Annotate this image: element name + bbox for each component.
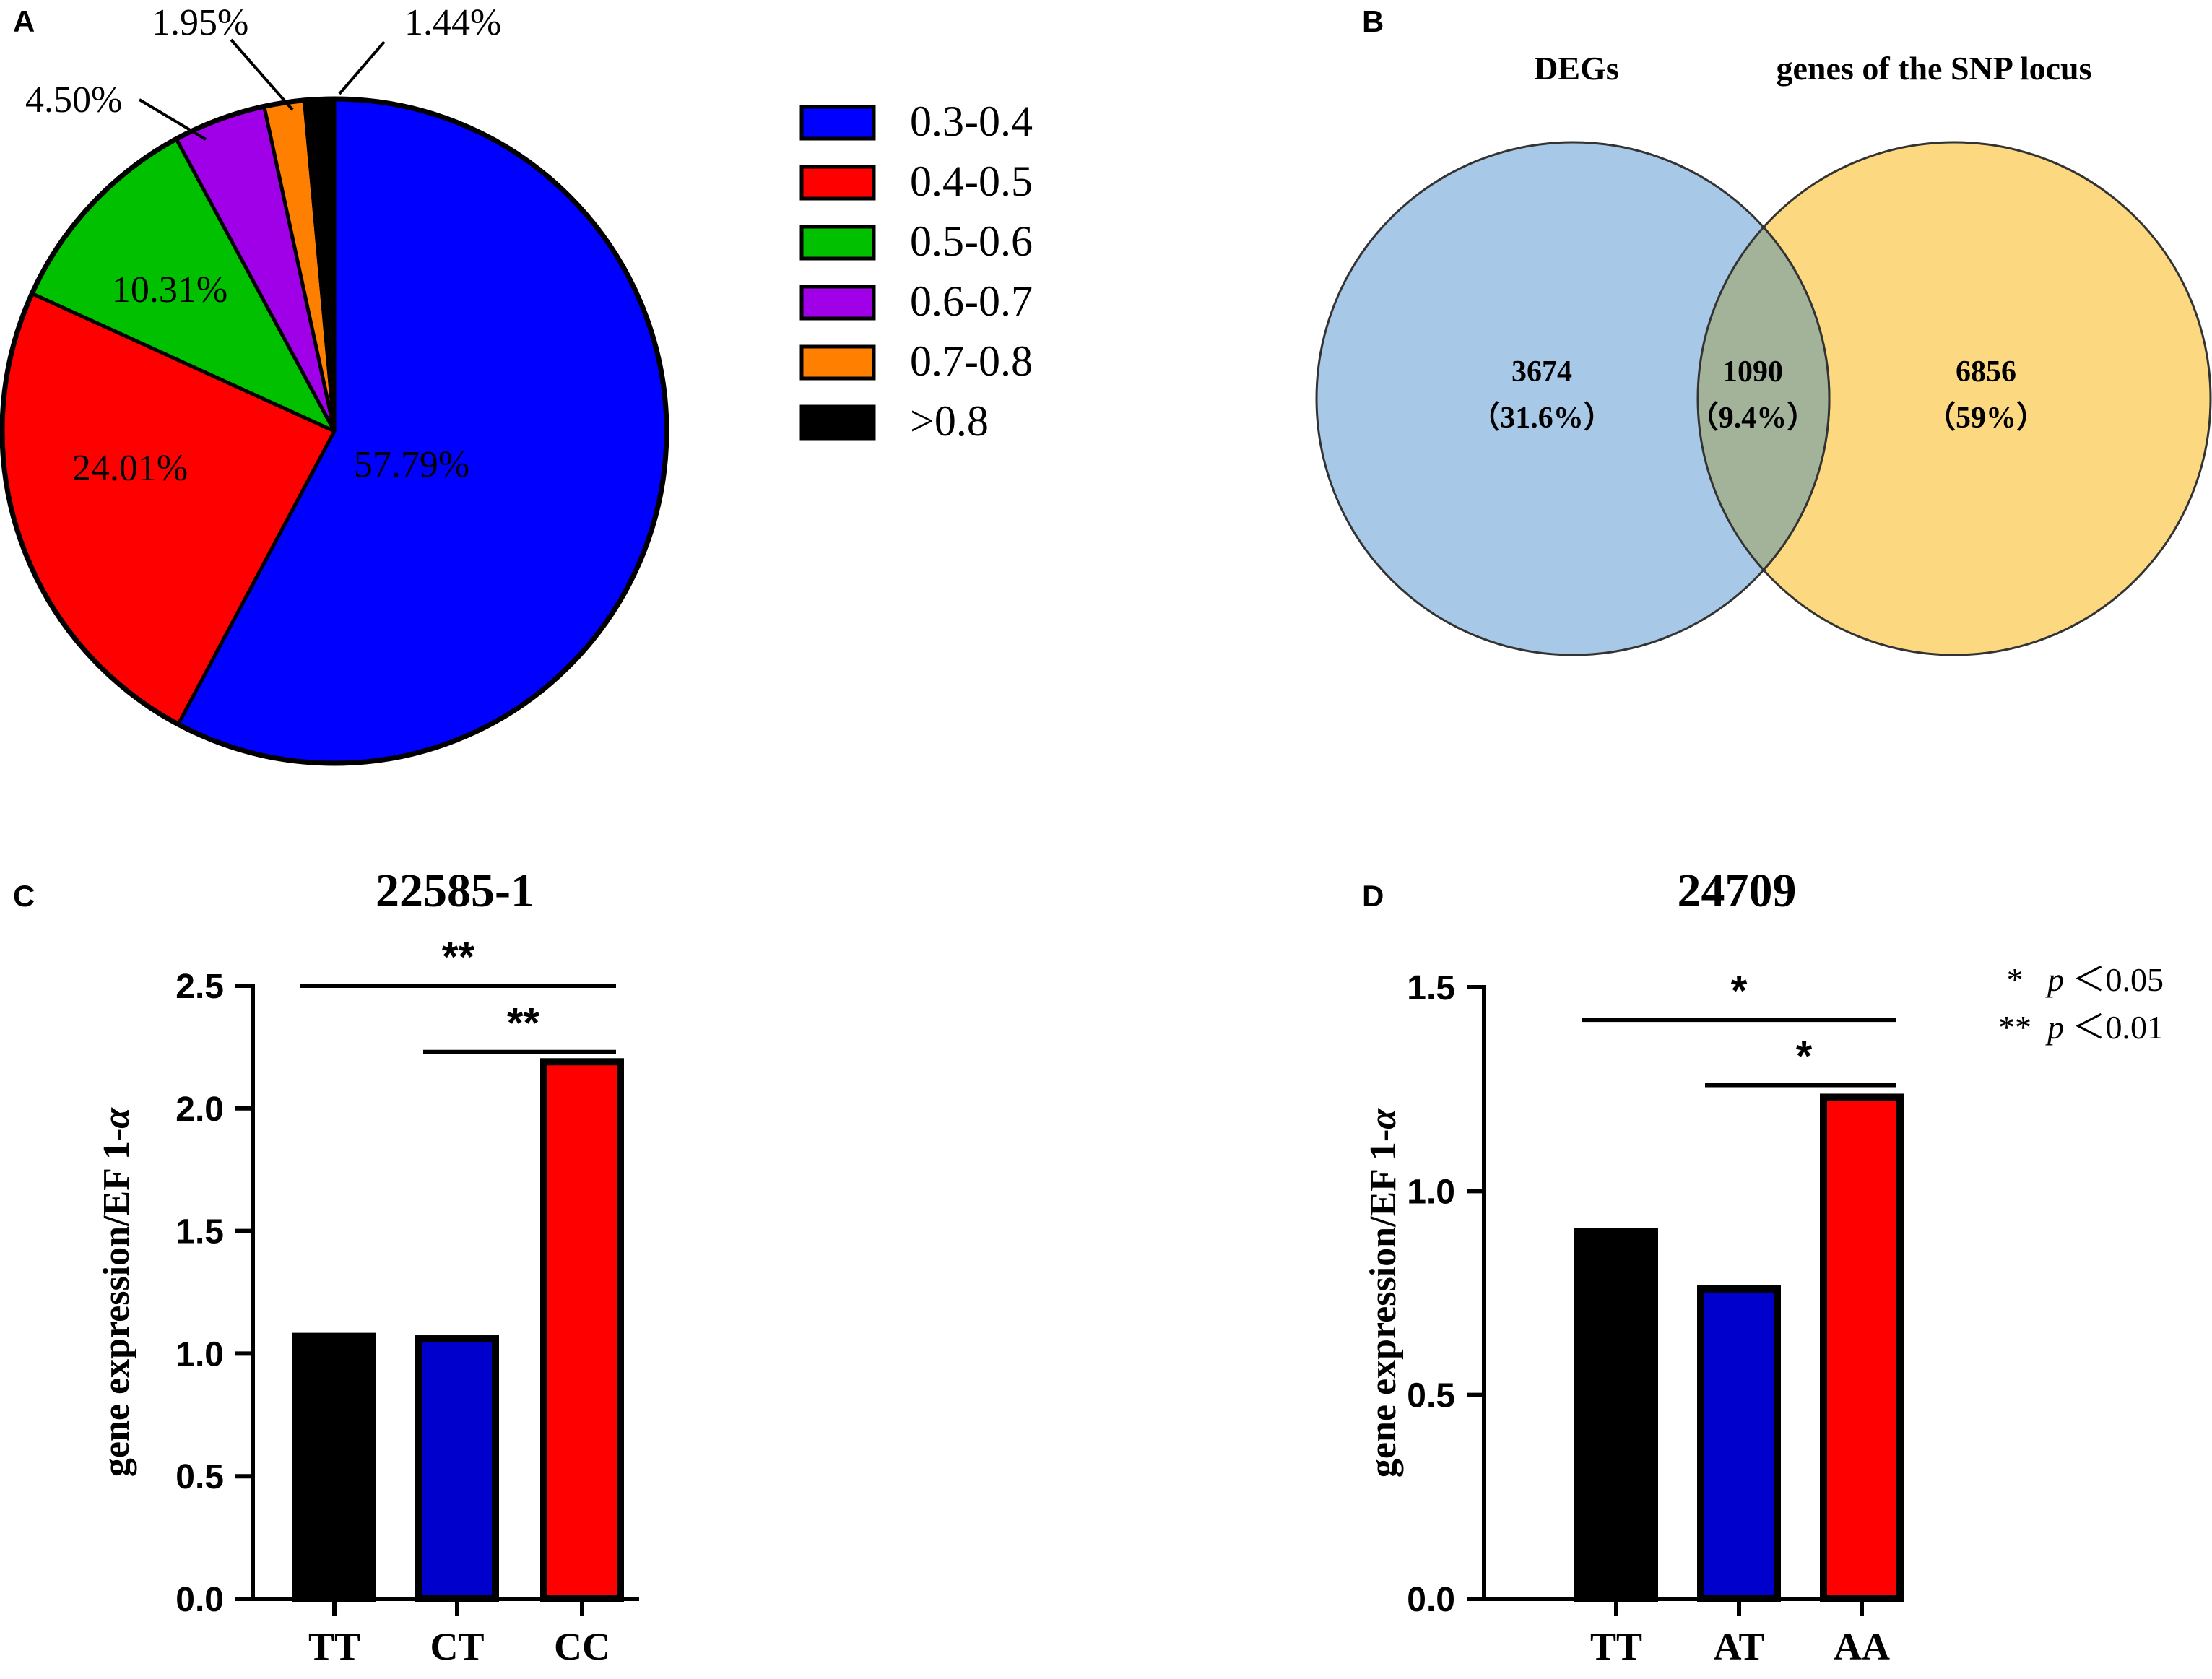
y-tick-label: 2.0 bbox=[175, 1090, 224, 1129]
pie-outline bbox=[0, 96, 669, 766]
bar-aa bbox=[1820, 1093, 1904, 1602]
legend-swatch-0-4-0-5 bbox=[799, 165, 876, 201]
bar-tt bbox=[1574, 1228, 1658, 1603]
significance-label: * bbox=[1796, 1033, 1813, 1080]
panel-letter-a: A bbox=[13, 4, 35, 38]
panel-letter-d: D bbox=[1362, 879, 1384, 913]
venn-set-label-snp: genes of the SNP locus bbox=[1777, 50, 2092, 87]
x-tick-label-aa: AA bbox=[1834, 1625, 1890, 1668]
bar-at bbox=[1697, 1285, 1781, 1603]
legend-label-0-3-0-4: 0.3-0.4 bbox=[910, 97, 1033, 145]
pie-value-label-0-4-0-5: 24.01% bbox=[72, 448, 188, 489]
pvalue-text: p ＜0.05 bbox=[2045, 961, 2164, 998]
legend-label-0-8: >0.8 bbox=[910, 397, 989, 445]
pie-leader-line-0-8 bbox=[338, 40, 386, 95]
panel-letter-c: C bbox=[13, 879, 35, 913]
legend-label-0-4-0-5: 0.4-0.5 bbox=[910, 157, 1033, 205]
venn-diagram: DEGs genes of the SNP locus 3674 （31.6%） 109… bbox=[1315, 50, 2212, 656]
panel-letter-b: B bbox=[1362, 4, 1384, 38]
pie-value-label-0-6-0-7: 4.50% bbox=[25, 79, 122, 121]
venn-overlap bbox=[1696, 225, 1831, 572]
pie-leader-line-0-6-0-7 bbox=[138, 98, 207, 141]
legend-swatch-0-6-0-7 bbox=[799, 285, 876, 321]
x-tick-label-at: AT bbox=[1713, 1625, 1764, 1668]
x-tick-label-tt: TT bbox=[1590, 1625, 1642, 1668]
pie-value-label-0-7-0-8: 1.95% bbox=[152, 2, 248, 43]
y-tick-label: 1.5 bbox=[175, 1213, 224, 1251]
pie-leader-line-0-7-0-8 bbox=[230, 38, 294, 111]
y-tick-label: 0.0 bbox=[175, 1581, 224, 1619]
y-tick-label: 1.0 bbox=[175, 1335, 224, 1374]
venn-count-degs-only: 3674 bbox=[1511, 355, 1572, 389]
pvalue-stars: ** bbox=[1998, 1009, 2031, 1046]
chart-title: 22585-1 bbox=[376, 864, 534, 917]
bar-ct bbox=[415, 1335, 499, 1603]
x-tick-label-cc: CC bbox=[554, 1625, 610, 1668]
venn-percent-overlap: （9.4%） bbox=[1688, 401, 1818, 435]
pie-value-label-0-5-0-6: 10.31% bbox=[112, 269, 227, 311]
pvalue-text: p ＜0.01 bbox=[2045, 1009, 2164, 1046]
y-axis-label: gene expression/EF 1-α bbox=[96, 1107, 137, 1477]
venn-count-overlap: 1090 bbox=[1722, 355, 1783, 389]
bar-tt bbox=[292, 1332, 376, 1603]
pvalue-stars: * bbox=[2007, 961, 2024, 998]
bar-chart-c: 22585-1 0.0 0.5 1.0 1.5 2.0 2.5 gene expression… bbox=[96, 864, 639, 1668]
pie-value-label-0-8: 1.44% bbox=[404, 2, 501, 43]
venn-percent-degs-only: （31.6%） bbox=[1470, 401, 1614, 435]
legend-swatch-0-5-0-6 bbox=[799, 225, 876, 261]
legend-label-0-5-0-6: 0.5-0.6 bbox=[910, 217, 1033, 265]
y-tick-label: 2.5 bbox=[175, 968, 224, 1006]
y-tick-label: 0.5 bbox=[175, 1458, 224, 1496]
venn-percent-snp-only: （59%） bbox=[1925, 401, 2047, 435]
bar-cc bbox=[540, 1058, 624, 1602]
legend-swatch-0-7-0-8 bbox=[799, 344, 876, 381]
y-tick-label: 0.5 bbox=[1407, 1377, 1455, 1415]
pie-chart: 57.79% 24.01% 10.31% 4.50% 1.95% 1.44% bbox=[0, 2, 669, 766]
significance-label: ** bbox=[507, 1000, 540, 1047]
y-tick-label: 1.5 bbox=[1407, 969, 1455, 1007]
y-tick-label: 0.0 bbox=[1407, 1581, 1455, 1619]
venn-count-snp-only: 6856 bbox=[1956, 355, 2016, 389]
pie-legend: 0.3-0.4 0.4-0.5 0.5-0.6 0.6-0.7 0.7-0.8 >0.8 bbox=[799, 97, 1033, 445]
chart-title: 24709 bbox=[1678, 864, 1797, 917]
legend-label-0-6-0-7: 0.6-0.7 bbox=[910, 277, 1033, 325]
y-axis-label: gene expression/EF 1-α bbox=[1363, 1108, 1404, 1478]
legend-swatch-0-3-0-4 bbox=[799, 105, 876, 141]
x-tick-label-ct: CT bbox=[430, 1625, 484, 1668]
y-tick-label: 1.0 bbox=[1407, 1173, 1455, 1211]
legend-label-0-7-0-8: 0.7-0.8 bbox=[910, 337, 1033, 385]
venn-set-label-degs: DEGs bbox=[1534, 50, 1619, 87]
x-tick-label-tt: TT bbox=[308, 1625, 360, 1668]
significance-label: * bbox=[1731, 968, 1748, 1015]
legend-swatch-0-8 bbox=[799, 404, 876, 441]
bar-chart-d: 24709 0.0 0.5 1.0 1.5 gene expression/EF 1-α T… bbox=[1363, 864, 2164, 1668]
significance-label: ** bbox=[442, 934, 475, 981]
pie-value-label-0-3-0-4: 57.79% bbox=[354, 444, 469, 485]
